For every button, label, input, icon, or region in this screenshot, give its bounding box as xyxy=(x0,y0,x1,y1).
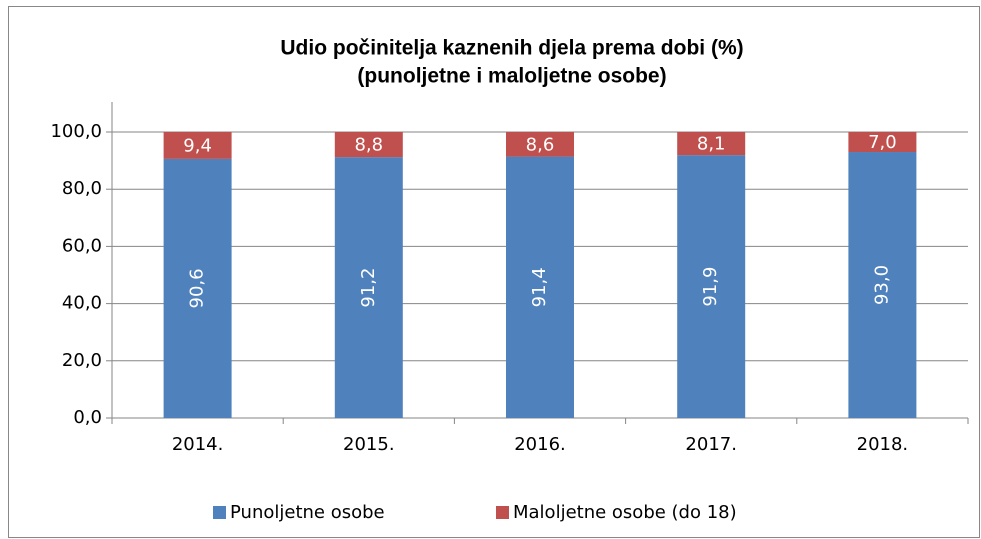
chart-subtitle: (punoljetne i maloljetne osobe) xyxy=(357,65,666,88)
data-label: 91,4 xyxy=(529,267,550,307)
y-tick-label: 20,0 xyxy=(62,350,102,371)
legend-swatch xyxy=(213,506,226,519)
legend-label: Maloljetne osobe (do 18) xyxy=(513,502,737,523)
x-tick-label: 2017. xyxy=(685,434,737,455)
y-tick-label: 80,0 xyxy=(62,178,102,199)
legend-label: Punoljetne osobe xyxy=(230,502,385,523)
x-tick-label: 2014. xyxy=(172,434,224,455)
y-tick-label: 60,0 xyxy=(62,235,102,256)
chart-title: Udio počinitelja kaznenih djela prema do… xyxy=(280,37,743,60)
data-label: 8,1 xyxy=(697,134,726,155)
bar-segment xyxy=(334,132,403,158)
data-label: 91,9 xyxy=(700,267,721,307)
data-label: 93,0 xyxy=(871,265,892,305)
bar-segment xyxy=(677,155,746,418)
bar-segment xyxy=(334,157,403,418)
data-label: 9,4 xyxy=(183,135,212,156)
data-label: 8,8 xyxy=(354,135,383,156)
bar-segment xyxy=(163,132,232,159)
data-label: 91,2 xyxy=(358,268,379,308)
bar-segment xyxy=(848,132,917,153)
bar-segment xyxy=(848,152,917,418)
y-tick-label: 100,0 xyxy=(50,121,102,142)
legend-swatch xyxy=(496,506,509,519)
x-tick-label: 2015. xyxy=(343,434,395,455)
data-label: 90,6 xyxy=(187,268,208,308)
x-tick-label: 2018. xyxy=(857,434,909,455)
data-label: 7,0 xyxy=(868,132,897,153)
bar-segment xyxy=(163,158,232,418)
bar-segment xyxy=(506,156,574,418)
bar-segment xyxy=(677,132,746,156)
x-tick-label: 2016. xyxy=(514,434,566,455)
bar-segment xyxy=(506,132,574,157)
y-tick-label: 40,0 xyxy=(62,293,102,314)
y-tick-label: 0,0 xyxy=(73,407,102,428)
data-label: 8,6 xyxy=(526,134,555,155)
